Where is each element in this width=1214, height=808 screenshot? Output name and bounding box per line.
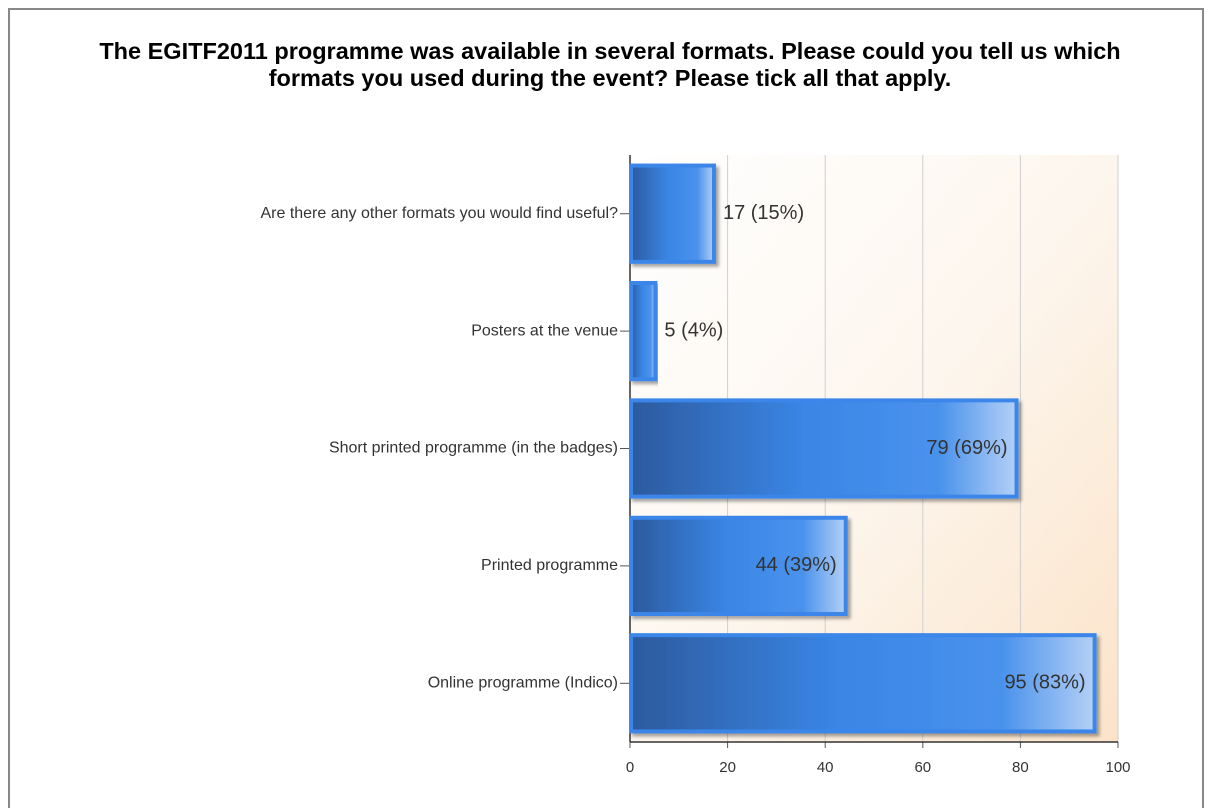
bar bbox=[629, 280, 658, 382]
x-tick-label: 60 bbox=[914, 759, 931, 776]
value-label: 5 (4%) bbox=[664, 319, 723, 341]
value-label: 79 (69%) bbox=[926, 437, 1007, 459]
y-tick-label: Are there any other formats you would fi… bbox=[260, 205, 618, 222]
value-label: 44 (39%) bbox=[756, 554, 837, 576]
y-tick-label: Short printed programme (in the badges) bbox=[329, 440, 618, 457]
frame bbox=[8, 8, 1204, 808]
y-tick-label: Printed programme bbox=[481, 557, 618, 574]
bar bbox=[629, 163, 716, 264]
x-tick-label: 100 bbox=[1105, 759, 1130, 776]
x-tick-label: 40 bbox=[817, 759, 834, 776]
bar bbox=[629, 515, 848, 617]
chart-title: The EGITF2011 programme was available in… bbox=[99, 38, 1121, 91]
y-tick-label: Online programme (Indico) bbox=[428, 675, 618, 692]
value-label: 17 (15%) bbox=[723, 202, 804, 224]
bar bbox=[629, 398, 1019, 499]
x-tick-label: 20 bbox=[719, 759, 736, 776]
x-tick-label: 80 bbox=[1012, 759, 1029, 776]
y-tick-label: Posters at the venue bbox=[471, 322, 618, 339]
x-tick-label: 0 bbox=[626, 759, 634, 776]
value-label: 95 (83%) bbox=[1004, 672, 1085, 694]
bar bbox=[629, 633, 1097, 734]
